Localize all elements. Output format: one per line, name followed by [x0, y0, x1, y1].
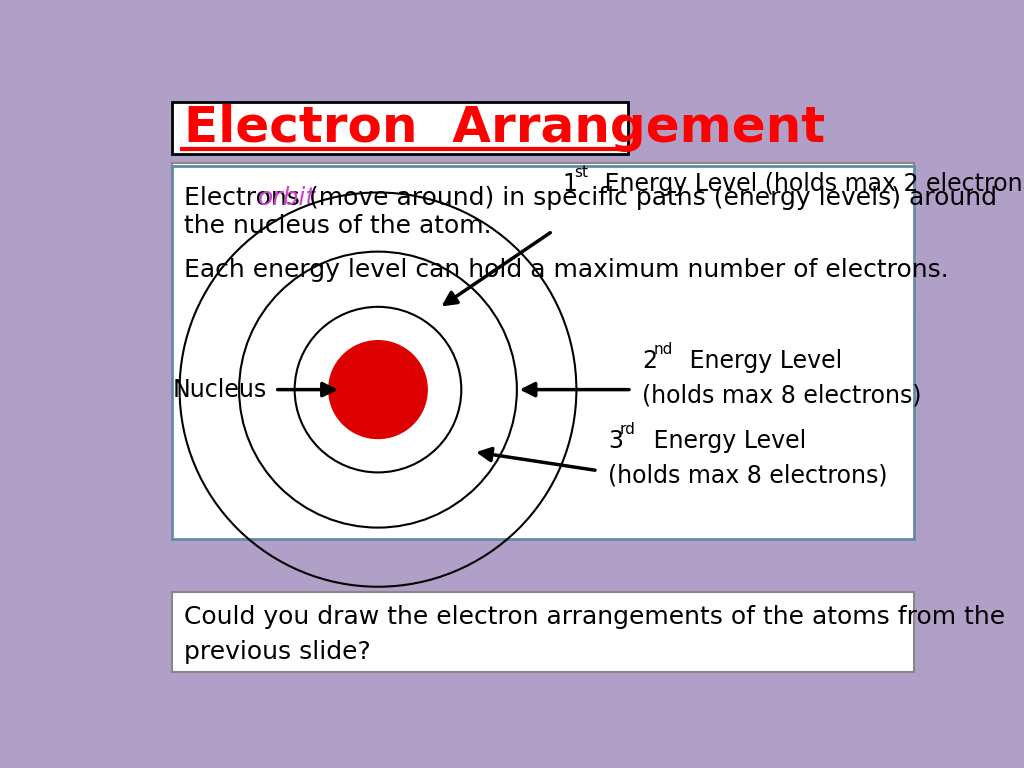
FancyBboxPatch shape	[172, 163, 913, 314]
Text: 2: 2	[642, 349, 657, 373]
Text: (holds max 8 electrons): (holds max 8 electrons)	[642, 383, 922, 408]
Text: Could you draw the electron arrangements of the atoms from the
previous slide?: Could you draw the electron arrangements…	[183, 605, 1005, 664]
Text: Energy Level (holds max 2 electrons): Energy Level (holds max 2 electrons)	[597, 172, 1024, 196]
Text: rd: rd	[620, 422, 635, 437]
Text: Electron  Arrangement: Electron Arrangement	[183, 104, 824, 152]
Text: Nucleus: Nucleus	[173, 378, 267, 402]
Text: Energy Level: Energy Level	[682, 349, 842, 373]
FancyBboxPatch shape	[172, 166, 913, 538]
Text: (holds max 8 electrons): (holds max 8 electrons)	[608, 463, 888, 488]
Text: orbit: orbit	[257, 186, 315, 210]
Text: 1: 1	[563, 172, 578, 196]
Text: Each energy level can hold a maximum number of electrons.: Each energy level can hold a maximum num…	[183, 258, 948, 283]
Text: st: st	[574, 165, 588, 180]
FancyBboxPatch shape	[172, 102, 628, 154]
Text: Energy Level: Energy Level	[646, 429, 807, 453]
Text: Electrons: Electrons	[183, 186, 307, 210]
Ellipse shape	[329, 341, 427, 439]
Text: 3: 3	[608, 429, 624, 453]
Text: the nucleus of the atom.: the nucleus of the atom.	[183, 214, 492, 238]
Text: nd: nd	[653, 343, 673, 357]
Text: (move around) in specific paths (energy levels) around: (move around) in specific paths (energy …	[301, 186, 997, 210]
FancyBboxPatch shape	[172, 592, 913, 672]
